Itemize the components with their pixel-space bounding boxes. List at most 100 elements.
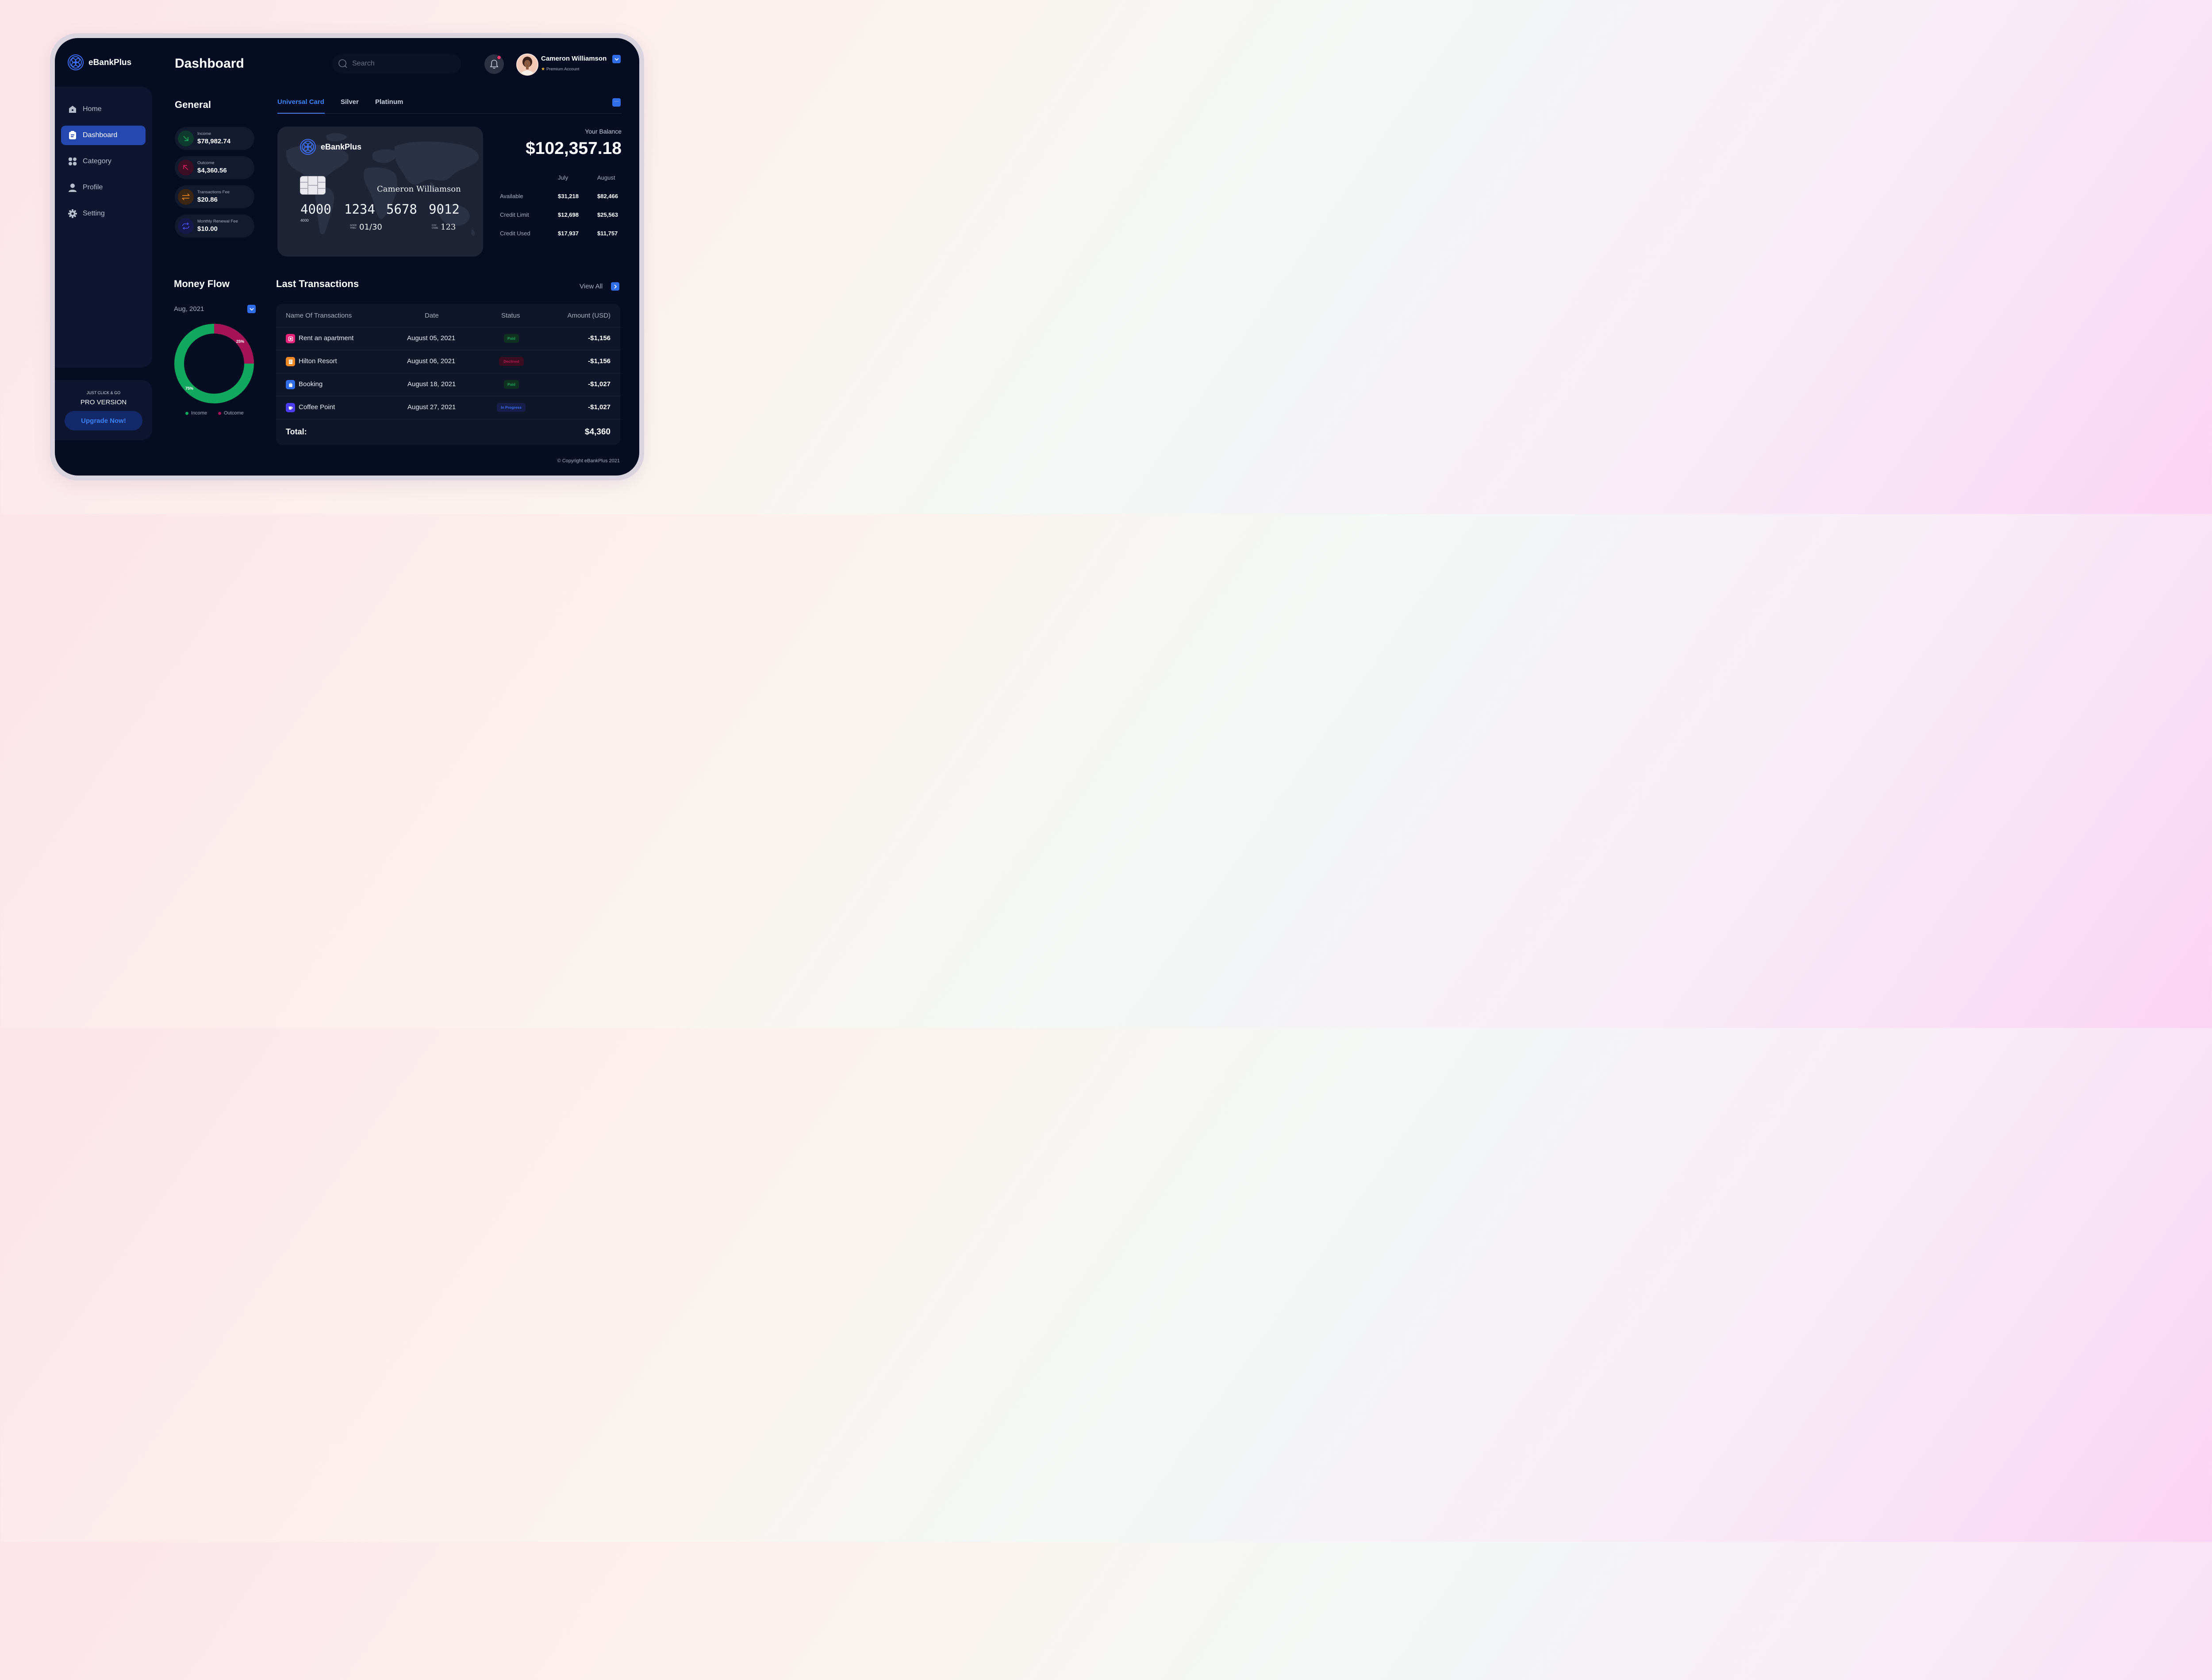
table-row[interactable]: Hilton Resort August 06, 2021 Declined -… xyxy=(276,350,620,373)
balance-row-label: Available xyxy=(500,193,523,199)
table-row[interactable]: Coffee Point August 27, 2021 In Progress… xyxy=(276,396,620,419)
view-all-button[interactable] xyxy=(611,282,619,291)
sidebar-item-profile[interactable]: Profile xyxy=(61,178,146,197)
transaction-name: Hilton Resort xyxy=(299,357,337,365)
device-frame: eBankPlus Home Dashboard Category Profil… xyxy=(50,33,644,480)
legend-outcome-dot xyxy=(218,411,221,415)
stat-income: Income $78,982.74 xyxy=(175,127,254,150)
stat-outcome: Outcome $4,360.56 xyxy=(175,156,254,179)
transaction-amount: -$1,027 xyxy=(588,403,611,411)
notification-button[interactable] xyxy=(484,54,504,74)
transaction-date: August 05, 2021 xyxy=(407,334,456,342)
balance-column-august: August xyxy=(597,174,615,181)
card-number-group-3: 5678 xyxy=(386,202,417,217)
transactions-table: Name Of Transactions Date Status Amount … xyxy=(276,304,620,445)
status-badge: Paid xyxy=(504,380,519,389)
table-row[interactable]: Rent an apartment August 05, 2021 Paid -… xyxy=(276,327,620,350)
transaction-amount: -$1,156 xyxy=(588,334,611,342)
status-badge: Paid xyxy=(504,334,519,343)
grid-icon xyxy=(68,157,77,166)
search-field[interactable]: Search xyxy=(332,54,461,73)
sidebar-item-label: Home xyxy=(83,105,102,113)
stat-label: Transactions Fee xyxy=(197,190,230,195)
sidebar: Home Dashboard Category Profile Setting xyxy=(55,87,152,368)
legend-outcome: Outcome xyxy=(218,410,244,416)
status-badge: Declined xyxy=(499,357,524,366)
clipboard-icon xyxy=(68,130,77,140)
credit-card[interactable]: eBankPlus Cameron Williamson 4000 1234 5… xyxy=(277,127,483,257)
stat-transactions-fee: Transactions Fee $20.86 xyxy=(175,185,254,208)
tabs-divider xyxy=(277,113,622,114)
gear-icon xyxy=(68,209,77,219)
card-number-small: 4000 xyxy=(300,218,309,222)
stat-value: $20.86 xyxy=(197,196,218,203)
good-thru-label-line-2: THRU xyxy=(350,227,356,230)
header-status: Status xyxy=(501,312,520,319)
cvv-label-line-2: CODE xyxy=(432,227,438,230)
total-label: Total: xyxy=(286,427,307,436)
card-expiry: 01/30 xyxy=(359,222,382,232)
sidebar-item-dashboard[interactable]: Dashboard xyxy=(61,126,146,145)
last-transactions-title: Last Transactions xyxy=(276,278,359,289)
balance-label: Your Balance xyxy=(585,128,622,135)
user-menu-dropdown[interactable] xyxy=(612,55,621,63)
more-icon: ··· xyxy=(614,99,619,104)
star-icon: ★ xyxy=(541,67,545,72)
balance-row-july: $31,218 xyxy=(558,193,579,199)
sidebar-item-category[interactable]: Category xyxy=(61,152,146,171)
user-tier: ★ Premium Account xyxy=(541,67,579,72)
sidebar-item-setting[interactable]: Setting xyxy=(61,204,146,223)
donut-outcome-label: 25% xyxy=(236,339,244,344)
donut-outcome-arc xyxy=(174,324,254,403)
world-map-icon xyxy=(286,133,479,236)
chevron-down-icon xyxy=(614,58,619,61)
swap-icon xyxy=(178,189,194,205)
page-title: Dashboard xyxy=(175,56,244,71)
legend-income-label: Income xyxy=(191,410,207,416)
general-title: General xyxy=(175,99,211,110)
tab-platinum[interactable]: Platinum xyxy=(375,98,403,106)
tab-universal-card[interactable]: Universal Card xyxy=(277,98,324,106)
balance-column-july: July xyxy=(558,174,568,181)
bag-icon xyxy=(286,380,295,389)
header-amount: Amount (USD) xyxy=(567,312,611,319)
search-input[interactable]: Search xyxy=(352,60,375,67)
stat-label: Income xyxy=(197,131,211,136)
good-thru-label-line-1: GOOD xyxy=(350,224,357,227)
sidebar-item-home[interactable]: Home xyxy=(61,100,146,119)
repeat-icon xyxy=(178,218,194,234)
promo-title: PRO VERSION xyxy=(80,399,127,406)
balance-row-label: Credit Used xyxy=(500,230,530,237)
more-options-button[interactable]: ··· xyxy=(612,98,621,107)
building-icon xyxy=(286,357,295,366)
avatar[interactable] xyxy=(516,54,538,76)
balance-row-august: $82,466 xyxy=(597,193,618,199)
table-header: Name Of Transactions Date Status Amount … xyxy=(276,304,620,327)
upgrade-now-button[interactable]: Upgrade Now! xyxy=(65,411,142,430)
total-value: $4,360 xyxy=(584,427,611,437)
money-flow-period: Aug, 2021 xyxy=(174,305,204,313)
money-flow-title: Money Flow xyxy=(174,278,230,289)
cvv-label: CVV CODE xyxy=(432,224,438,230)
stat-label: Outcome xyxy=(197,161,215,165)
table-row[interactable]: Booking August 18, 2021 Paid -$1,027 xyxy=(276,373,620,396)
pro-version-promo: JUST CLICK & GO PRO VERSION Upgrade Now! xyxy=(55,380,152,440)
stat-value: $10.00 xyxy=(197,225,218,233)
home-icon xyxy=(286,334,295,343)
balance-amount: $102,357.18 xyxy=(526,139,622,158)
card-number-group-2: 1234 xyxy=(344,202,375,217)
stat-value: $78,982.74 xyxy=(197,138,231,145)
balance-row-july: $12,698 xyxy=(558,211,579,218)
period-dropdown[interactable] xyxy=(247,305,256,313)
user-icon xyxy=(68,183,77,192)
legend-outcome-label: Outcome xyxy=(224,410,244,416)
card-number-group-4: 9012 xyxy=(429,202,460,217)
promo-eyebrow: JUST CLICK & GO xyxy=(86,391,121,395)
transaction-date: August 18, 2021 xyxy=(407,380,456,388)
status-badge: In Progress xyxy=(497,403,526,412)
brand-name: eBankPlus xyxy=(88,58,132,67)
transaction-name: Coffee Point xyxy=(299,403,335,411)
copyright: © Copyright eBankPlus 2021 xyxy=(557,458,620,464)
tab-silver[interactable]: Silver xyxy=(341,98,359,106)
view-all-link[interactable]: View All xyxy=(580,283,603,290)
